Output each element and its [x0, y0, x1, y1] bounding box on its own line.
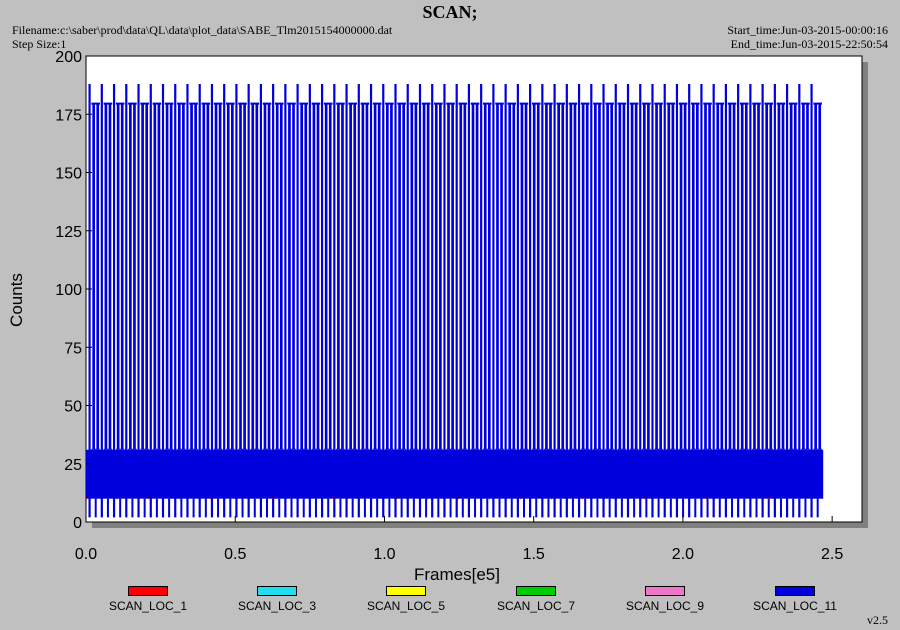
legend-swatch: [775, 586, 815, 596]
axes-layer: 0 25 50 75 100 125 150 175 200 0.0 0.5 1.0 1.5 2.0 2.5: [55, 49, 843, 563]
legend-label: SCAN_LOC_3: [237, 599, 317, 613]
start-time-text: Start_time:Jun-03-2015-00:00:16: [727, 23, 888, 37]
legend-item-scan-loc-5: SCAN_LOC_5: [341, 586, 471, 613]
x-tick-label: 0.5: [224, 546, 246, 563]
end-time-text: End_time:Jun-03-2015-22:50:54: [730, 37, 888, 51]
x-tick-label: 1.5: [523, 546, 545, 563]
step-size-text: Step Size:1: [12, 37, 67, 51]
version-label: v2.5: [867, 613, 888, 627]
y-tick-label: 0: [73, 515, 82, 532]
x-axis-label: Frames[e5]: [414, 565, 500, 584]
y-tick-label: 100: [55, 282, 82, 299]
legend-item-scan-loc-3: SCAN_LOC_3: [212, 586, 342, 613]
chart-title: SCAN;: [422, 2, 478, 22]
legend-label: SCAN_LOC_5: [366, 599, 446, 613]
legend-label: SCAN_LOC_7: [496, 599, 576, 613]
x-tick-label: 1.0: [373, 546, 395, 563]
data-layer: [86, 83, 824, 518]
x-tick-label: 2.0: [672, 546, 694, 563]
y-tick-label: 75: [64, 340, 82, 357]
y-tick-label: 150: [55, 166, 82, 183]
y-tick-label: 50: [64, 399, 82, 416]
x-tick-label: 2.5: [821, 546, 843, 563]
y-tick-label: 200: [55, 49, 82, 66]
legend-item-scan-loc-7: SCAN_LOC_7: [471, 586, 601, 613]
y-tick-label: 25: [64, 457, 82, 474]
x-tick-label: 0.0: [75, 546, 97, 563]
legend-label: SCAN_LOC_9: [625, 599, 705, 613]
legend: SCAN_LOC_1 SCAN_LOC_3 SCAN_LOC_5 SCAN_LOC_7…: [0, 586, 900, 616]
legend-swatch: [128, 586, 168, 596]
y-tick-label: 175: [55, 107, 82, 124]
legend-label: SCAN_LOC_1: [108, 599, 188, 613]
filename-text: Filename:c:\saber\prod\data\QL\data\plot…: [12, 23, 393, 37]
legend-item-scan-loc-11: SCAN_LOC_11: [730, 586, 860, 613]
y-tick-label: 125: [55, 224, 82, 241]
legend-item-scan-loc-9: SCAN_LOC_9: [600, 586, 730, 613]
y-axis-label: Counts: [7, 273, 26, 327]
legend-label: SCAN_LOC_11: [753, 599, 837, 613]
legend-swatch: [645, 586, 685, 596]
legend-item-scan-loc-1: SCAN_LOC_1: [83, 586, 213, 613]
legend-swatch: [257, 586, 297, 596]
legend-swatch: [516, 586, 556, 596]
legend-swatch: [386, 586, 426, 596]
